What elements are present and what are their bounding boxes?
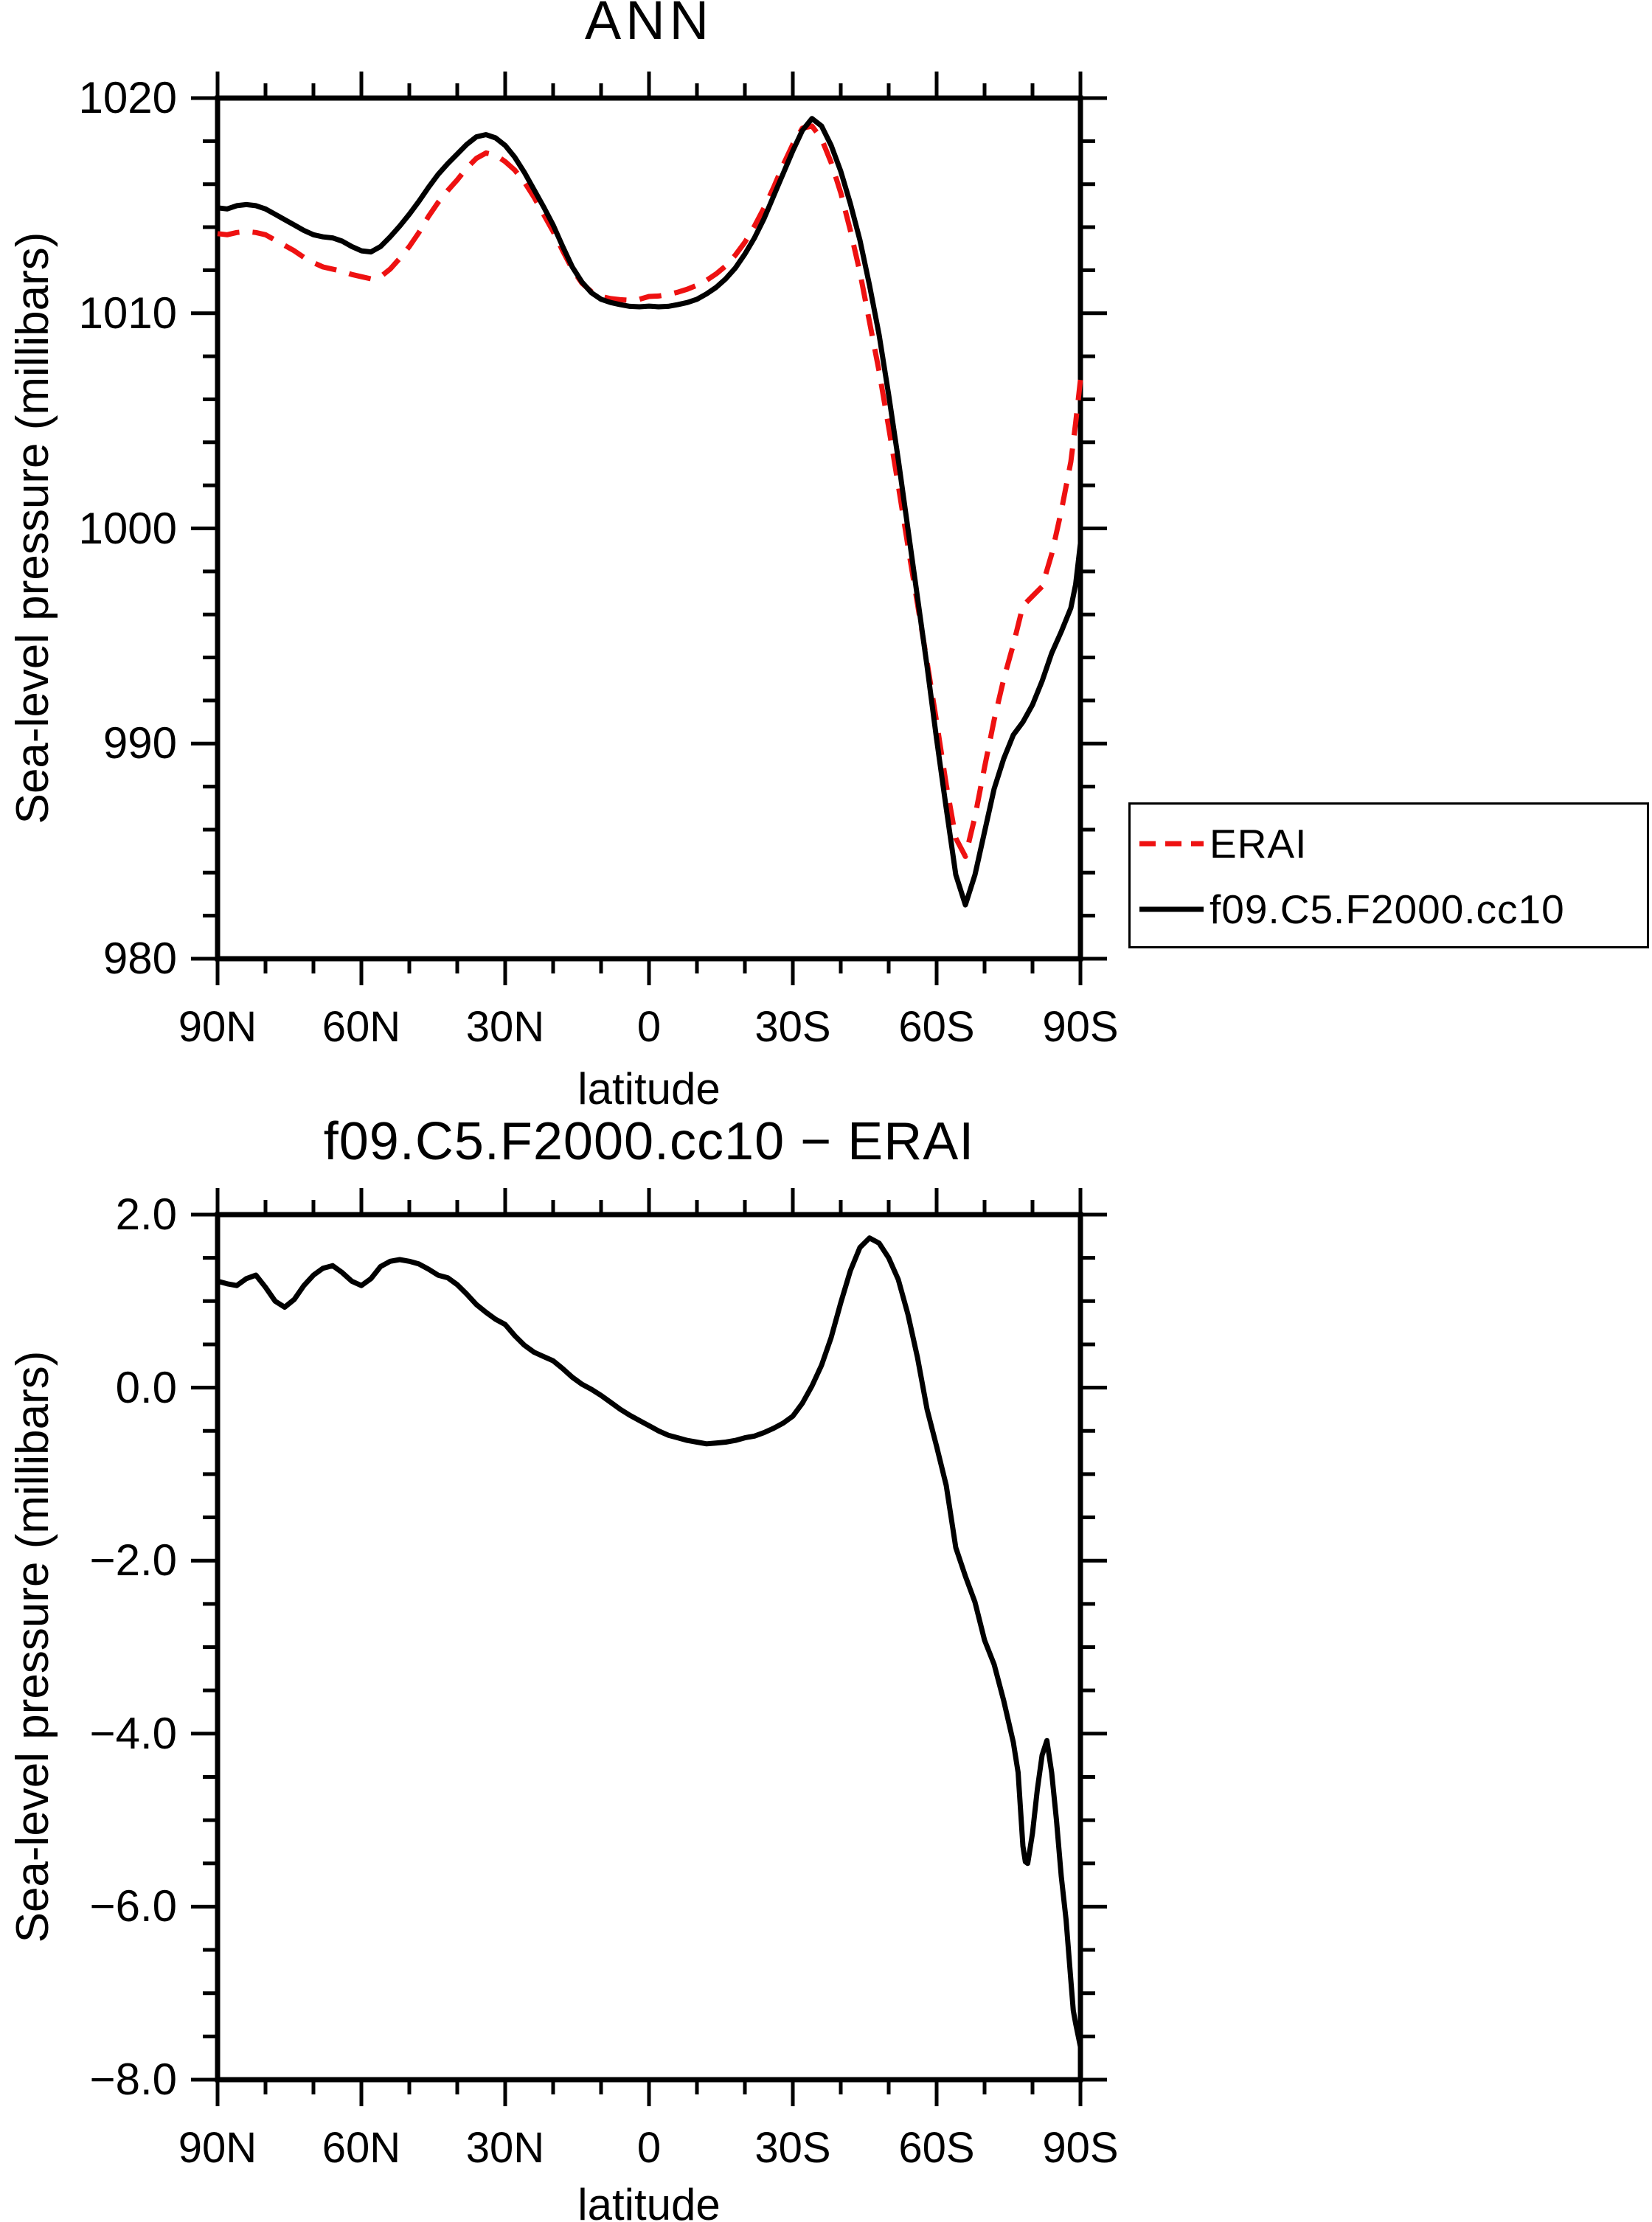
series-line-erai (217, 123, 1083, 859)
y-tick-label: 980 (103, 934, 177, 983)
x-tick-label: 30S (754, 1003, 831, 1051)
series-line-f09-c5-f2000-cc10 (217, 116, 1083, 908)
y-tick-label: −8.0 (89, 2055, 177, 2104)
y-tick-label: 1010 (78, 288, 177, 338)
x-tick-label: 30N (465, 1003, 545, 1051)
legend-box (1128, 802, 1649, 948)
x-tick-label: 0 (636, 2124, 662, 2172)
bottom-x-axis-label: latitude (577, 2180, 721, 2222)
x-tick-label: 60N (322, 2124, 401, 2172)
y-tick-label: −2.0 (89, 1535, 177, 1586)
x-tick-label: 90N (178, 1003, 257, 1051)
y-tick-label: 1020 (78, 73, 177, 122)
axis-frame (215, 1212, 1083, 2083)
y-tick-label: 0.0 (115, 1362, 177, 1412)
series-line-f09-c5-f2000-cc10-erai (217, 1235, 1083, 2048)
y-tick-label: 2.0 (115, 1190, 177, 1239)
y-tick-label: 990 (103, 718, 177, 768)
x-tick-label: 0 (636, 1003, 662, 1051)
x-tick-label: 60N (322, 1003, 401, 1051)
x-tick-label: 30S (754, 2124, 831, 2172)
bottom-y-axis-label: Sea-level pressure (millibars) (7, 1350, 58, 1943)
y-tick-label: −6.0 (89, 1881, 177, 1931)
top-chart-title: ANN (584, 0, 714, 51)
y-tick-label: −4.0 (89, 1708, 177, 1758)
x-tick-label: 90S (1042, 2124, 1119, 2172)
x-tick-label: 30N (465, 2124, 545, 2172)
legend-label-erai: ERAI (1210, 821, 1308, 867)
legend-label-model: f09.C5.F2000.cc10 (1210, 886, 1565, 932)
x-tick-label: 90S (1042, 1003, 1119, 1051)
x-tick-label: 60S (898, 2124, 975, 2172)
bottom-chart-title: f09.C5.F2000.cc10 − ERAI (323, 1112, 975, 1171)
x-tick-label: 90N (178, 2124, 257, 2172)
y-tick-label: 1000 (78, 503, 177, 553)
x-tick-label: 60S (898, 1003, 975, 1051)
top-x-axis-label: latitude (577, 1064, 721, 1114)
